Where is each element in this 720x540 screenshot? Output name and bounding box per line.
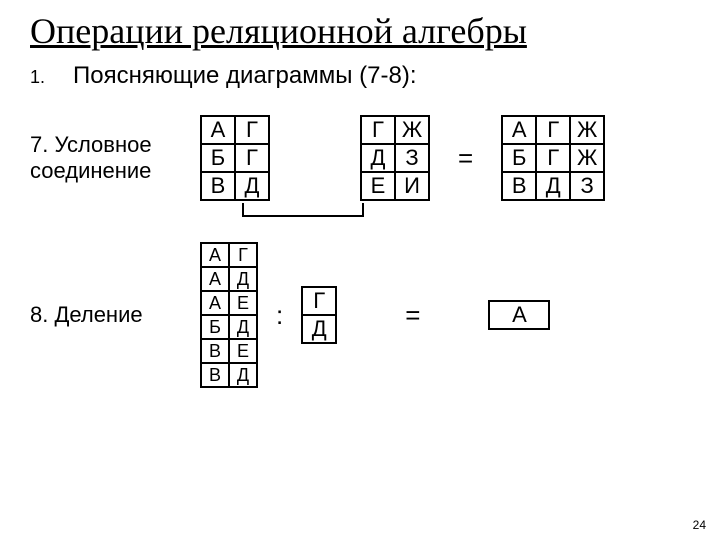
equals-operator: = [397,300,428,331]
join-pair: АГ БГ ВД ГЖ ДЗ ЕИ [200,115,430,201]
row8-tables: АГ АД АЕ БД ВЕ ВД : Г Д = А [200,242,550,388]
cell: Ж [395,116,429,144]
colon-operator: : [268,300,291,331]
cell: Д [302,315,336,343]
page-title: Операции реляционной алгебры [30,10,690,52]
cell: Д [229,363,257,387]
cell: Д [536,172,570,200]
cell: Е [361,172,395,200]
cell: Г [361,116,395,144]
row7-table-right: ГЖ ДЗ ЕИ [360,115,430,201]
row8-table-result: А [488,300,550,330]
row-division: 8. Деление АГ АД АЕ БД ВЕ ВД : Г Д = А [30,242,690,388]
cell: Е [229,339,257,363]
cell: З [570,172,604,200]
subtitle: Поясняющие диаграммы (7-8): [73,62,416,90]
list-number: 1. [30,67,45,88]
subtitle-row: 1. Поясняющие диаграммы (7-8): [30,62,690,90]
cell: Б [201,315,229,339]
cell: Д [361,144,395,172]
cell: В [201,172,235,200]
cell: Б [502,144,536,172]
page-number: 24 [693,518,706,532]
cell: Д [235,172,269,200]
cell: А [201,243,229,267]
cell: А [502,116,536,144]
cell: А [489,301,549,329]
row7-table-result: АГЖ БГЖ ВДЗ [501,115,605,201]
cell: Г [536,116,570,144]
cell: А [201,291,229,315]
row-conditional-join: 7. Условное соединение АГ БГ ВД ГЖ ДЗ ЕИ [30,108,690,208]
row8-table-divisor: Г Д [301,286,337,344]
cell: Г [536,144,570,172]
row7-tables: АГ БГ ВД ГЖ ДЗ ЕИ = АГЖ БГЖ ВДЗ [200,115,605,201]
slide: Операции реляционной алгебры 1. Поясняющ… [0,0,720,540]
row8-label: 8. Деление [30,302,200,328]
cell: В [502,172,536,200]
row7-label: 7. Условное соединение [30,132,200,185]
cell: Б [201,144,235,172]
row8-table-left: АГ АД АЕ БД ВЕ ВД [200,242,258,388]
row7-table-left: АГ БГ ВД [200,115,270,201]
cell: Г [235,144,269,172]
cell: И [395,172,429,200]
equals-operator: = [440,143,491,174]
cell: А [201,116,235,144]
connector-line [242,215,364,217]
cell: Ж [570,144,604,172]
cell: В [201,339,229,363]
cell: Ж [570,116,604,144]
cell: Д [229,315,257,339]
cell: А [201,267,229,291]
cell: В [201,363,229,387]
cell: Г [235,116,269,144]
cell: Д [229,267,257,291]
cell: Г [229,243,257,267]
cell: Г [302,287,336,315]
cell: Е [229,291,257,315]
cell: З [395,144,429,172]
